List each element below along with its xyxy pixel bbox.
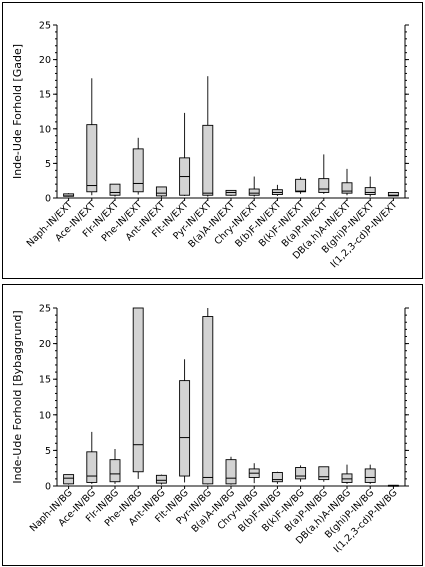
y-tick-label: 10 [39,410,51,421]
box-iqr [109,183,121,196]
y-tick-label: 15 [39,375,51,386]
y-tick-label: 0 [45,482,51,493]
box-iqr [387,192,399,197]
chart-panel-bottom: 0 5 10 15 20 25 Inde-Ude Forhold [Bybaggrund] N… [2,284,423,566]
box-iqr [155,186,167,197]
box-iqr [341,473,353,483]
box-Ace-IN/BG [86,431,98,484]
box-iqr [63,474,75,485]
box-iqr [364,468,376,483]
box-Phe-IN/BG [132,307,144,479]
box-I(1,2,3-cd)P-IN/EXT [387,192,399,197]
box-iqr [109,459,121,483]
box-B(a)A-IN/EXT [225,189,237,196]
box-Ace-IN/EXT [86,78,98,196]
box-iqr [295,467,307,480]
y-tick-label: 5 [45,159,51,170]
box-Phe-IN/EXT [132,137,144,195]
box-B(a)A-IN/BG [225,456,237,485]
box-iqr [132,148,144,193]
box-iqr [318,466,330,481]
y-tick-label: 20 [39,55,51,66]
box-Pyr-IN/EXT [202,76,214,197]
box-iqr [248,188,260,196]
y-tick-label: 25 [39,21,51,32]
y-tick-label: 25 [39,304,51,315]
y-axis-title: Inde-Ude Forhold [Gade] [11,44,24,179]
box-Pyr-IN/BG [202,308,214,485]
chart-panel-top: 0 5 10 15 20 25 Inde-Ude Forhold [Gade] Naph-IN… [2,2,423,279]
box-Naph-IN/BG [63,474,75,485]
box-B(k)F-IN/BG [295,465,307,482]
box-iqr [271,472,283,483]
box-B(b)F-IN/EXT [271,184,283,196]
box-Ant-IN/EXT [155,186,167,198]
box-B(a)P-IN/EXT [318,154,330,194]
box-B(k)F-IN/EXT [295,177,307,194]
y-axis-title: Inde-Ude Forhold [Bybaggrund] [11,310,24,483]
box-B(a)P-IN/BG [318,466,330,482]
box-iqr [179,380,191,477]
box-iqr [132,307,144,473]
box-B(ghi)P-IN/BG [364,464,376,484]
box-iqr [202,124,214,196]
box-iqr [295,178,307,193]
box-iqr [341,182,353,194]
box-B(b)F-IN/BG [271,471,283,484]
box-Ant-IN/BG [155,474,167,485]
box-Flt-IN/BG [179,359,191,483]
box-Naph-IN/EXT [63,193,75,197]
box-Flr-IN/EXT [109,183,121,197]
y-tick-label: 20 [39,339,51,350]
box-Flr-IN/BG [109,448,121,484]
box-Flt-IN/EXT [179,112,191,196]
box-DB(a,h)A-IN/BG [341,464,353,484]
y-tick-label: 15 [39,90,51,101]
y-tick-label: 10 [39,124,51,135]
box-iqr [155,474,167,484]
box-Chry-IN/EXT [248,176,260,197]
box-iqr [86,451,98,483]
box-DB(a,h)A-IN/EXT [341,168,353,196]
box-iqr [318,178,330,193]
box-iqr [364,187,376,195]
y-tick-label: 0 [45,194,51,205]
box-B(ghi)P-IN/EXT [364,176,376,197]
box-iqr [225,459,237,485]
box-iqr [202,316,214,485]
box-Chry-IN/BG [248,463,260,484]
box-iqr [86,124,98,193]
y-tick-label: 5 [45,446,51,457]
